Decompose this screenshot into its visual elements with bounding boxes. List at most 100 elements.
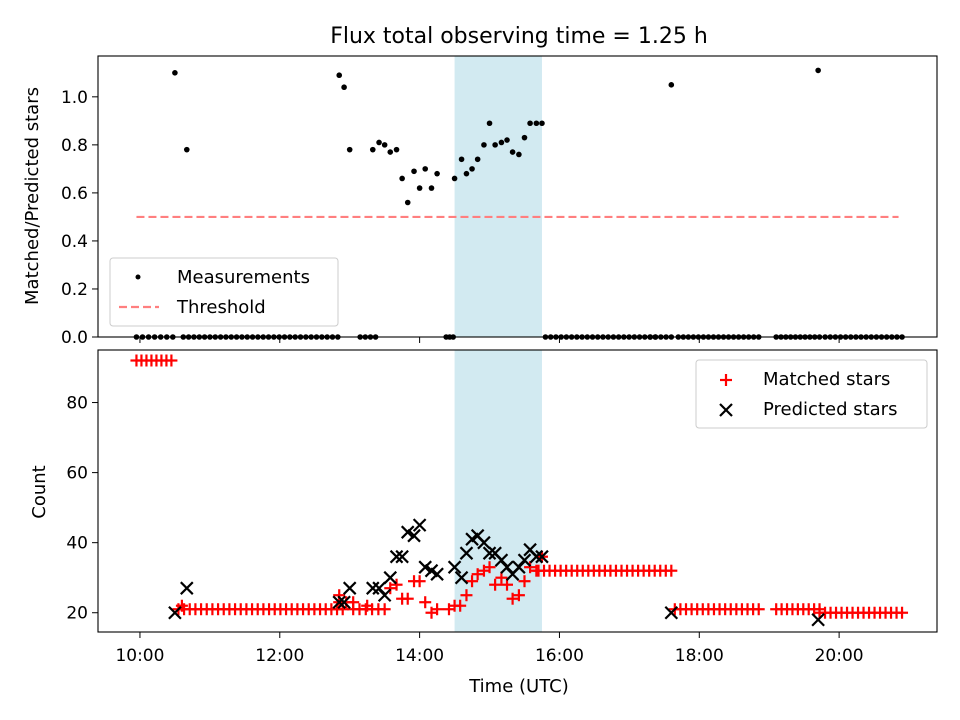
top-legend: Measurements Threshold (109, 257, 339, 327)
measurement-point (668, 82, 675, 88)
predicted-star-marker-b (418, 560, 432, 574)
predicted-star-marker (811, 612, 825, 627)
predicted-star-marker-b (535, 549, 549, 564)
predicted-star-marker-b (470, 528, 485, 543)
bottom-xtick-label: 10:00 (115, 646, 164, 666)
predicted-star-marker (180, 581, 194, 595)
predicted-star-marker-b (168, 605, 182, 620)
predicted-star-marker-b (377, 588, 392, 602)
bottom-xtick-label: 12:00 (255, 646, 304, 666)
bottom-ytick-label: 60 (66, 464, 88, 484)
measurement-point (336, 72, 343, 79)
measurement-point (539, 120, 545, 127)
chart-title: Flux total observing time = 1.25 h (330, 24, 708, 49)
bottom-xtick-label: 14:00 (395, 646, 444, 666)
predicted-star-marker-b (529, 549, 544, 564)
legend-label-predicted: Predicted stars (763, 399, 897, 420)
bottom-xtick-label: 16:00 (535, 646, 584, 666)
measurement-point (376, 139, 382, 146)
predicted-star-marker-b (459, 546, 474, 560)
predicted-star-marker-b (332, 595, 346, 610)
predicted-star-marker (529, 549, 544, 564)
matched-star-marker (524, 561, 537, 574)
matched-star-marker (752, 603, 765, 616)
predicted-star-marker-b (342, 581, 357, 595)
predicted-star-marker-b (447, 560, 462, 574)
matched-star-marker (431, 603, 444, 616)
bottom-y-axis-label: Count (29, 465, 50, 518)
matched-star-marker (665, 564, 678, 577)
predicted-star-marker-b (372, 581, 386, 595)
matched-star-marker (454, 599, 467, 612)
measurement-point (509, 149, 516, 155)
predicted-star-marker-b (523, 542, 537, 557)
measurement-point (527, 120, 533, 127)
predicted-star-marker (342, 581, 357, 595)
predicted-star-marker-b (482, 546, 497, 560)
bottom-ytick-label: 20 (66, 604, 88, 624)
predicted-star-marker-b (407, 528, 421, 543)
predicted-star-marker (395, 549, 409, 564)
bottom-ytick-label: 40 (66, 534, 88, 554)
top-legend-frame (109, 257, 339, 327)
matched-star-marker (466, 575, 479, 588)
measurement-point (533, 120, 540, 127)
predicted-star-marker-b (488, 546, 502, 560)
matched-star-marker (390, 578, 403, 591)
predicted-star-marker-b (383, 570, 398, 585)
measurement-point (451, 175, 458, 182)
predicted-star-marker (332, 595, 346, 610)
matched-star-marker (384, 582, 397, 595)
matched-star-marker (501, 578, 514, 591)
measurement-point (183, 146, 190, 153)
predicted-star-marker-b (389, 549, 404, 564)
top-ytick-label: 0.2 (61, 280, 88, 300)
measurement-point (521, 134, 528, 141)
predicted-star-marker-b (180, 581, 194, 595)
predicted-star-marker-b (412, 518, 427, 532)
top-ytick-label: 0.6 (61, 184, 88, 204)
measurement-point (172, 70, 178, 76)
top-plot-area: 0.0 0.2 0.4 0.6 0.8 1.0 (61, 55, 938, 348)
predicted-star-marker-b (395, 549, 409, 564)
matched-star-marker (401, 592, 414, 605)
predicted-star-marker-b (517, 553, 532, 567)
matched-star-marker (489, 578, 502, 591)
predicted-star-marker (418, 560, 432, 574)
predicted-star-marker-b (811, 612, 825, 627)
top-ytick-label: 0.8 (61, 136, 88, 156)
predicted-star-marker-b (664, 605, 679, 620)
predicted-star-marker (337, 595, 351, 610)
bottom-ytick-label: 80 (66, 394, 88, 414)
measurement-point (474, 156, 481, 163)
predicted-star-marker (430, 567, 444, 581)
predicted-star-marker (168, 605, 182, 620)
bottom-legend: Matched stars Predicted stars (695, 359, 928, 429)
predicted-star-marker (535, 549, 549, 564)
top-ytick-label: 0.4 (61, 232, 88, 252)
predicted-star-marker (400, 525, 415, 539)
legend-label-matched: Matched stars (763, 369, 890, 390)
predicted-star-marker (517, 553, 532, 567)
legend-label-threshold: Threshold (176, 297, 266, 318)
bottom-axes-frame (97, 349, 938, 633)
measurement-point (411, 168, 417, 175)
legend-marker-measurements (135, 274, 141, 280)
predicted-star-marker-b (500, 560, 514, 574)
predicted-star-marker-b (424, 563, 439, 578)
matched-star-marker (495, 571, 508, 584)
matched-star-marker (378, 603, 391, 616)
measurement-point (481, 142, 487, 148)
measurement-point (341, 84, 347, 91)
predicted-star-marker-b (477, 535, 491, 550)
top-ytick-label: 0.0 (61, 328, 88, 348)
matched-star-marker (896, 606, 909, 619)
predicted-star-marker (459, 546, 474, 560)
measurement-point (428, 185, 435, 191)
top-shaded-interval (454, 56, 542, 337)
measurement-point (486, 120, 493, 127)
predicted-star-marker (365, 581, 380, 595)
matched-star-marker (471, 568, 484, 581)
bottom-plot-area: 20 40 60 80 10:00 12:00 14:00 16:00 18:00 20:00 (66, 349, 938, 666)
